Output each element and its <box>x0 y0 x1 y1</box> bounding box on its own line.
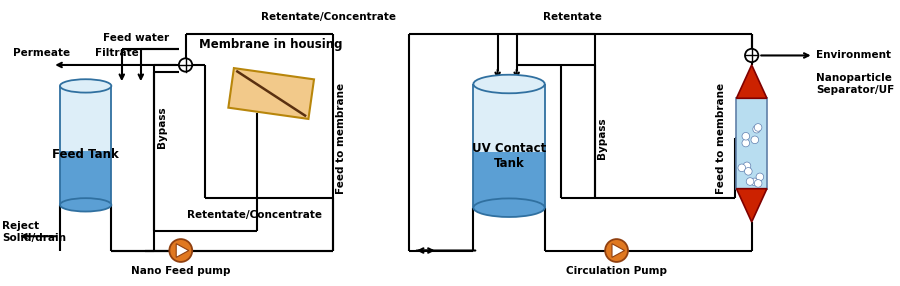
Bar <box>473 84 544 152</box>
Circle shape <box>746 178 754 185</box>
Circle shape <box>179 58 193 72</box>
Ellipse shape <box>60 198 112 212</box>
Text: Feed to membrane: Feed to membrane <box>716 83 726 194</box>
Text: Reject: Reject <box>2 221 39 231</box>
Ellipse shape <box>473 75 544 93</box>
Text: Solid/drain: Solid/drain <box>2 233 66 243</box>
Text: Feed to membrane: Feed to membrane <box>336 83 346 194</box>
Text: Filtrate: Filtrate <box>95 48 139 58</box>
Text: Retentate: Retentate <box>544 12 602 22</box>
Bar <box>736 98 767 189</box>
Text: Membrane in housing: Membrane in housing <box>200 38 343 51</box>
Text: Bypass: Bypass <box>157 106 166 148</box>
Text: Feed water: Feed water <box>103 33 169 43</box>
Circle shape <box>751 136 759 144</box>
Text: Permeate: Permeate <box>14 48 70 58</box>
Circle shape <box>756 173 764 181</box>
Text: UV Contact
Tank: UV Contact Tank <box>472 142 546 170</box>
Circle shape <box>745 49 759 62</box>
Circle shape <box>605 239 628 262</box>
Text: Feed Tank: Feed Tank <box>52 148 119 161</box>
Bar <box>60 86 112 205</box>
Polygon shape <box>736 189 767 222</box>
Circle shape <box>751 178 759 186</box>
Circle shape <box>742 139 750 147</box>
Polygon shape <box>176 244 189 257</box>
Text: Bypass: Bypass <box>598 118 608 159</box>
Circle shape <box>743 162 751 170</box>
Text: Retentate/Concentrate: Retentate/Concentrate <box>261 12 396 22</box>
Circle shape <box>754 180 762 187</box>
Circle shape <box>752 125 760 133</box>
Text: Nanoparticle
Separator/UF: Nanoparticle Separator/UF <box>816 73 895 95</box>
Circle shape <box>744 168 752 175</box>
Text: Environment: Environment <box>816 50 891 60</box>
Circle shape <box>169 239 193 262</box>
Bar <box>60 86 112 151</box>
Circle shape <box>738 164 745 172</box>
Ellipse shape <box>60 79 112 93</box>
Circle shape <box>742 132 750 140</box>
Polygon shape <box>736 65 767 98</box>
Circle shape <box>754 124 762 131</box>
Bar <box>473 84 544 208</box>
Bar <box>229 68 314 119</box>
Polygon shape <box>612 244 625 257</box>
Text: Circulation Pump: Circulation Pump <box>566 267 667 277</box>
Text: Nano Feed pump: Nano Feed pump <box>131 267 230 277</box>
Ellipse shape <box>473 198 544 217</box>
Text: Retentate/Concentrate: Retentate/Concentrate <box>187 210 322 220</box>
